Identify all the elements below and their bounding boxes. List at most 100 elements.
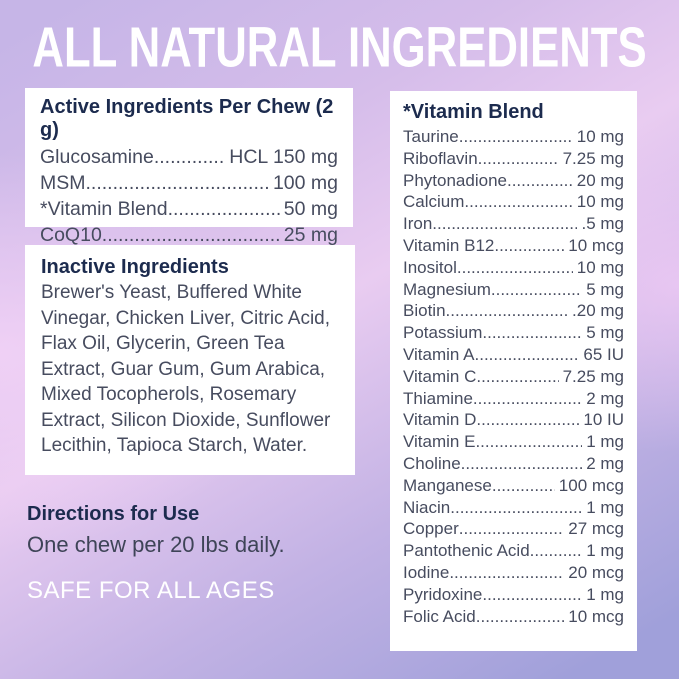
dot-leader (473, 388, 582, 410)
vitamin-name: Biotin (403, 301, 446, 321)
vitamin-value: 10 mg (576, 257, 624, 277)
dot-leader (459, 518, 564, 540)
inactive-ingredients-card: Inactive Ingredients Brewer's Yeast, Buf… (25, 245, 355, 475)
vitamin-row: Riboflavin 7.25 mg (403, 148, 624, 170)
directions-section: Directions for Use One chew per 20 lbs d… (27, 503, 357, 605)
vitamin-value: 10 mg (576, 127, 624, 146)
dot-leader (476, 366, 558, 388)
vitamin-value: 10 mg (576, 192, 624, 212)
vitamin-value: 5 mg (586, 279, 624, 299)
vitamin-value: 100 mcg (558, 475, 624, 495)
dot-leader (476, 606, 565, 628)
dot-leader (464, 191, 572, 213)
ingredient-value: 100 mg (272, 172, 338, 194)
vitamin-row: Taurine 10 mg (403, 126, 624, 148)
vitamin-value: 20 mg (576, 170, 624, 190)
active-ingredients-heading: Active Ingredients Per Chew (2 g) (40, 96, 334, 141)
vitamin-value: 1 mg (586, 497, 624, 517)
vitamin-name: Copper (403, 519, 459, 539)
vitamin-row: Vitamin A 65 IU (403, 344, 624, 366)
vitamin-name: Vitamin C (403, 366, 477, 386)
active-ingredients-card: Active Ingredients Per Chew (2 g) Glucos… (25, 88, 353, 246)
vitamin-row: Phytonadione 20 mg (403, 170, 624, 192)
vitamin-value: 1 mg (586, 584, 624, 604)
vitamin-value: 27 mcg (568, 519, 624, 539)
vitamin-row: Pyridoxine 1 mg (403, 584, 624, 606)
vitamin-blend-heading: *Vitamin Blend (403, 101, 544, 123)
vitamin-value: 65 IU (583, 344, 624, 364)
directions-text: One chew per 20 lbs daily. (27, 532, 285, 557)
vitamin-name: Potassium (403, 323, 483, 343)
vitamin-name: Magnesium (403, 279, 491, 299)
dot-leader (482, 322, 582, 344)
ingredient-name: MSM (40, 172, 86, 194)
vitamin-row: Vitamin E 1 mg (403, 431, 624, 453)
dot-leader (154, 144, 225, 170)
ingredient-name: CoQ10 (40, 224, 102, 246)
vitamin-name: Riboflavin (403, 148, 478, 168)
vitamin-row: Thiamine 2 mg (403, 388, 624, 410)
dot-leader (432, 213, 577, 235)
active-ingredient-row: Glucosamine HCL 150 mg (40, 144, 338, 170)
vitamin-row: Pantothenic Acid 1 mg (403, 540, 624, 562)
dot-leader (482, 584, 582, 606)
vitamin-value: .5 mg (581, 214, 624, 234)
vitamin-value: 5 mg (586, 323, 624, 343)
vitamin-name: Taurine (403, 127, 459, 146)
vitamin-name: Pantothenic Acid (403, 541, 530, 561)
vitamin-name: Manganese (403, 475, 492, 495)
dot-leader (446, 300, 568, 322)
dot-leader (461, 453, 583, 475)
vitamin-value: 20 mcg (568, 562, 624, 582)
dot-leader (491, 279, 582, 301)
vitamin-name: Folic Acid (403, 606, 476, 626)
vitamin-value: 10 mcg (568, 235, 624, 255)
vitamin-value: 7.25 mg (562, 366, 624, 386)
vitamin-row: Choline 2 mg (403, 453, 624, 475)
vitamin-name: Vitamin B12 (403, 235, 495, 255)
ingredient-name: *Vitamin Blend (40, 198, 168, 220)
ingredient-name: Glucosamine (40, 146, 154, 168)
vitamin-row: Magnesium 5 mg (403, 279, 624, 301)
vitamin-value: 10 mcg (568, 606, 624, 626)
dot-leader (530, 540, 583, 562)
vitamin-name: Phytonadione (403, 170, 507, 190)
vitamin-value: 1 mg (586, 432, 624, 452)
dot-leader (494, 235, 564, 257)
dot-leader (476, 409, 579, 431)
dot-leader (168, 196, 280, 222)
active-ingredients-list: Glucosamine HCL 150 mg MSM 100 mg *Vitam… (40, 144, 338, 248)
vitamin-row: Folic Acid 10 mcg (403, 606, 624, 628)
vitamin-row: Vitamin B12 10 mcg (403, 235, 624, 257)
vitamin-name: Iodine (403, 562, 450, 582)
vitamin-row: Calcium 10 mg (403, 191, 624, 213)
vitamin-row: Iron .5 mg (403, 213, 624, 235)
page-title: ALL NATURAL INGREDIENTS (32, 15, 647, 79)
dot-leader (459, 126, 573, 148)
ingredient-value: 50 mg (283, 198, 338, 220)
dot-leader (507, 170, 573, 192)
dot-leader (475, 344, 580, 366)
vitamin-value: 2 mg (586, 453, 624, 473)
vitamin-row: Manganese 100 mcg (403, 475, 624, 497)
active-ingredient-row: *Vitamin Blend 50 mg (40, 196, 338, 222)
active-ingredient-row: CoQ10 25 mg (40, 222, 338, 248)
vitamin-row: Vitamin C 7.25 mg (403, 366, 624, 388)
dot-leader (86, 170, 269, 196)
vitamin-row: Potassium 5 mg (403, 322, 624, 344)
vitamin-row: Inositol 10 mg (403, 257, 624, 279)
vitamin-value: .20 mg (572, 301, 624, 321)
vitamin-name: Vitamin A (403, 344, 475, 364)
dot-leader (450, 497, 582, 519)
ingredient-value: HCL 150 mg (229, 146, 338, 168)
dot-leader (449, 562, 564, 584)
vitamin-name: Calcium (403, 192, 465, 212)
vitamin-row: Vitamin D 10 IU (403, 409, 624, 431)
dot-leader (478, 148, 559, 170)
vitamin-name: Vitamin D (403, 410, 477, 430)
vitamin-blend-card: *Vitamin Blend Taurine 10 mg Riboflavin … (390, 91, 637, 651)
inactive-ingredients-heading: Inactive Ingredients (41, 256, 229, 278)
vitamin-name: Iron (403, 214, 433, 234)
vitamin-name: Pyridoxine (403, 584, 483, 604)
